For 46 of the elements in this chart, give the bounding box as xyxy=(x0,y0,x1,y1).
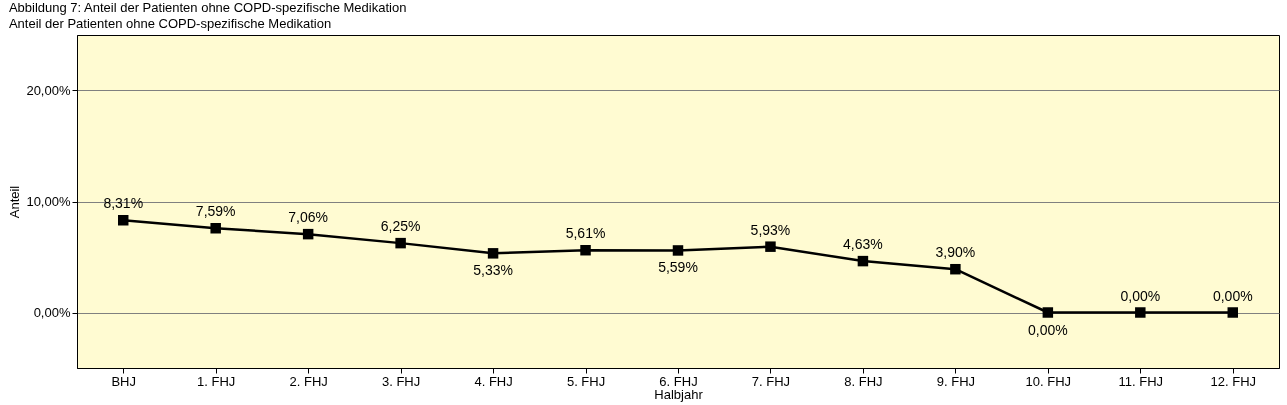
x-tick-label: 11. FHJ xyxy=(1118,373,1164,389)
point xyxy=(1042,307,1054,318)
data-label: 8,31% xyxy=(103,195,144,212)
data-label: 0,00% xyxy=(1120,287,1161,304)
data-label: 7,59% xyxy=(195,203,236,220)
data-label: 5,59% xyxy=(658,259,698,276)
data-label: 5,93% xyxy=(750,221,791,238)
point xyxy=(672,245,684,256)
y-axis-title: Anteil xyxy=(7,185,23,219)
x-tick-label: 5. FHJ xyxy=(566,373,606,389)
x-tick-label: 4. FHJ xyxy=(474,373,513,389)
y-tick-label: 10,00% xyxy=(26,194,71,209)
x-axis-title: Halbjahr xyxy=(654,386,704,402)
x-tick-label: BHJ xyxy=(111,373,137,389)
point xyxy=(1135,307,1146,318)
data-label: 4,63% xyxy=(843,236,883,253)
data-label: 7,06% xyxy=(288,209,329,226)
point xyxy=(950,263,961,275)
x-tick-label: 10. FHJ xyxy=(1025,373,1072,389)
y-tick-label: 20,00% xyxy=(26,83,71,98)
point xyxy=(857,255,869,267)
x-tick-label: 1. FHJ xyxy=(197,373,236,389)
data-label: 0,00% xyxy=(1212,287,1253,304)
point xyxy=(1227,307,1239,318)
y-tick-label: 0,00% xyxy=(33,305,71,320)
x-tick-label: 9. FHJ xyxy=(936,373,976,389)
point xyxy=(580,244,591,256)
data-label: 3,90% xyxy=(935,244,976,261)
x-tick-label: 8. FHJ xyxy=(844,373,883,389)
point xyxy=(395,237,406,249)
x-tick-label: 12. FHJ xyxy=(1210,373,1257,389)
point xyxy=(765,241,776,252)
x-tick-label: 3. FHJ xyxy=(381,373,421,389)
x-tick-label: 7. FHJ xyxy=(751,373,791,389)
chart-subtitle: Anteil der Patienten ohne COPD-spezifische Medikation xyxy=(8,16,332,31)
x-tick-label: 2. FHJ xyxy=(289,373,328,389)
x-tick-label: 6. FHJ xyxy=(659,373,698,389)
data-label: 5,33% xyxy=(473,262,513,279)
point xyxy=(302,228,314,240)
chart-title: Abbildung 7: Anteil der Patienten ohne COPD-spezifische Medikation xyxy=(8,0,407,15)
point xyxy=(210,223,221,234)
point xyxy=(117,215,129,226)
point xyxy=(487,248,499,259)
data-label: 5,61% xyxy=(565,225,606,242)
data-label: 0,00% xyxy=(1027,321,1068,338)
data-label: 6,25% xyxy=(380,218,421,235)
